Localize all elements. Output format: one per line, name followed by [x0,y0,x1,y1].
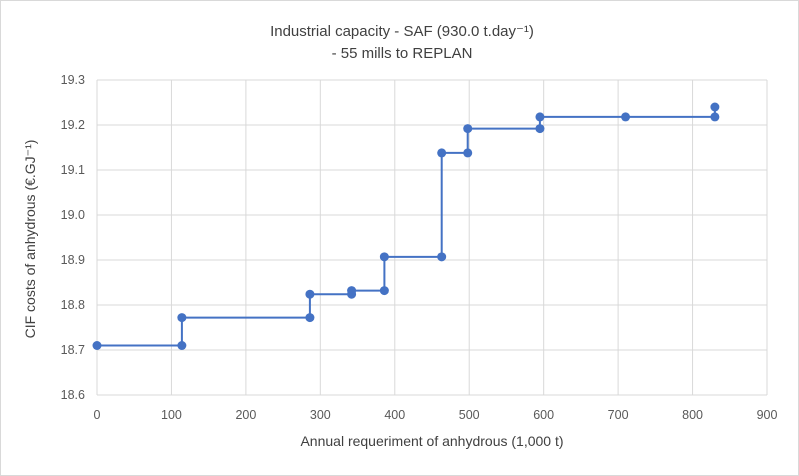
data-point [347,286,357,296]
y-tick-label: 18.6 [61,388,85,402]
data-point [92,341,102,350]
data-point [379,252,389,262]
data-point [379,286,389,296]
chart-title-line2: - 55 mills to REPLAN [332,45,473,62]
tick-labels: 18.6 18.7 18.8 18.9 19.0 19.1 19.2 19.3 0 100 200 3… [61,73,778,422]
x-tick-label: 500 [459,408,480,422]
data-point [437,252,447,262]
y-tick-label: 19.3 [61,73,85,87]
x-tick-label: 800 [682,408,703,422]
data-point [463,148,473,158]
data-point [621,112,631,122]
x-tick-label: 400 [384,408,405,422]
y-tick-label: 18.7 [61,343,85,357]
data-point [305,313,315,323]
series-line [97,107,716,347]
y-tick-label: 19.2 [61,118,85,132]
data-point [305,289,315,299]
x-tick-label: 200 [235,408,256,422]
data-point [535,124,545,134]
y-tick-label: 18.9 [61,253,85,267]
x-tick-label: 700 [608,408,629,422]
chart-title-line1: Industrial capacity - SAF (930.0 t.day⁻¹… [270,23,534,40]
data-point [710,102,720,112]
x-axis-label: Annual requeriment of anhydrous (1,000 t… [300,433,563,449]
data-point [710,112,720,122]
data-point [535,112,545,122]
y-axis-label: CIF costs of anhydrous (€.GJ⁻¹) [22,140,38,339]
y-tick-label: 18.8 [61,298,85,312]
data-point [177,341,187,350]
y-tick-label: 19.1 [61,163,85,177]
data-point [463,124,473,134]
data-point [437,148,447,158]
y-tick-label: 19.0 [61,208,85,222]
x-tick-label: 900 [757,408,778,422]
x-tick-label: 100 [161,408,182,422]
x-tick-label: 600 [533,408,554,422]
data-point [177,313,187,323]
x-tick-label: 300 [310,408,331,422]
x-tick-label: 0 [94,408,101,422]
data-series [92,102,720,350]
gridlines [96,79,768,396]
